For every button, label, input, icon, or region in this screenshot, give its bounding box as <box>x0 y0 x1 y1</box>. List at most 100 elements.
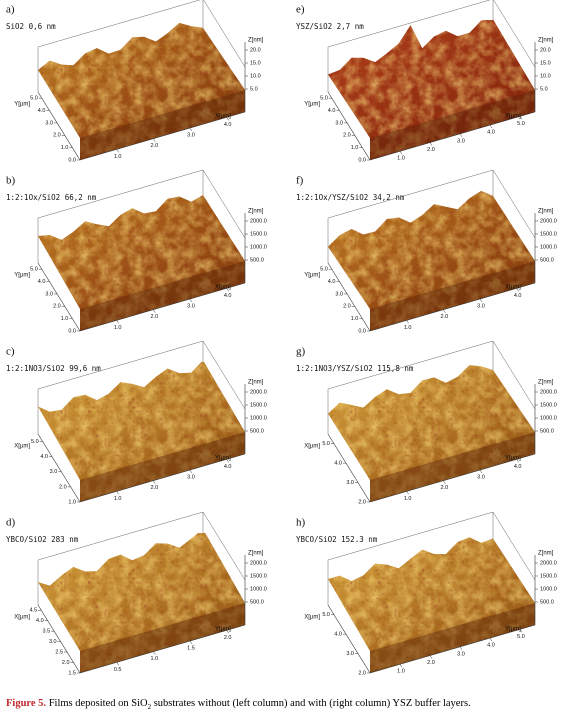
tick-mark <box>189 298 193 303</box>
surface-texture <box>38 22 245 161</box>
base-tick-label: 1.5 <box>187 645 195 651</box>
z-tick-label: 1000.0 <box>250 415 267 421</box>
tick-mark <box>479 298 483 303</box>
surface-front <box>80 261 245 331</box>
base-tick-label: 4.0 <box>487 130 495 136</box>
side-axis-label: X[µm] <box>304 444 320 450</box>
z-axis-label: Z[nm] <box>248 551 264 557</box>
panel-letter: b) <box>6 175 16 187</box>
side-tick-label: 4.0 <box>328 108 336 114</box>
side-axis-label: Y[µm] <box>304 273 320 279</box>
surface-front <box>370 261 535 331</box>
base-axis-label: Y[µm] <box>215 627 231 633</box>
tick-mark <box>479 469 483 474</box>
z-tick-label: 2000.0 <box>250 218 267 224</box>
z-axis-label: Z[nm] <box>248 380 264 386</box>
tick-mark <box>516 288 519 292</box>
surface-texture <box>38 194 245 332</box>
axis-line <box>79 624 246 674</box>
side-tick-label: 2.0 <box>358 670 366 676</box>
side-tick-label: 2.5 <box>55 650 63 656</box>
base-tick-label: 3.0 <box>187 303 195 309</box>
panel-title: YBCO/SiO2 283 nm <box>6 535 79 544</box>
side-tick-label: 1.0 <box>61 145 69 151</box>
base-tick-label: 2.0 <box>151 143 159 149</box>
z-tick-label: 2000.0 <box>540 389 557 395</box>
side-tick-label: 2.0 <box>62 660 70 666</box>
side-tick-label: 0.0 <box>358 157 366 163</box>
tick-mark <box>459 133 463 137</box>
box-edge <box>492 169 536 239</box>
tick-mark <box>443 309 446 313</box>
axis-line <box>79 111 246 161</box>
tick-mark <box>116 491 119 495</box>
tick-mark <box>519 116 523 120</box>
tick-mark <box>226 630 229 634</box>
tick-mark <box>153 138 156 142</box>
side-tick-label: 5.0 <box>30 96 38 102</box>
panel-letter: c) <box>6 346 15 358</box>
z-tick-label: 10.0 <box>540 73 551 79</box>
tick-mark <box>153 480 156 484</box>
base-tick-label: 2.0 <box>151 314 159 320</box>
base-axis-label: Y[µm] <box>505 456 521 462</box>
panel: g) 1:2:1NO3/YSZ/SiO2 115,8 nm 1.0 2.0 3.0 4.0… <box>296 340 557 505</box>
side-tick-label: 3.0 <box>346 480 354 486</box>
axis-line <box>327 91 371 161</box>
z-tick-label: 20.0 <box>250 47 261 53</box>
base-tick-label: 3.0 <box>457 651 465 657</box>
base-tick-label: 2.0 <box>441 314 449 320</box>
tick-mark <box>153 309 156 313</box>
base-tick-label: 4.0 <box>224 122 232 128</box>
tick-mark <box>399 664 403 668</box>
tick-mark <box>226 117 229 121</box>
box-edge <box>493 0 536 68</box>
side-tick-label: 2.0 <box>343 304 351 310</box>
surface-texture <box>328 365 535 502</box>
tick-mark <box>116 320 119 324</box>
z-tick-label: 20.0 <box>540 47 551 53</box>
z-tick-label: 1500.0 <box>250 573 267 579</box>
tick-mark <box>516 459 519 463</box>
base-tick-label: 1.0 <box>397 669 405 675</box>
axis-line <box>37 433 81 503</box>
axis-line <box>369 624 536 674</box>
base-axis-label: X[µm] <box>505 285 521 291</box>
z-tick-label: 2000.0 <box>540 560 557 566</box>
z-tick-label: 1500.0 <box>540 573 557 579</box>
side-tick-label: 3.0 <box>45 120 53 126</box>
box-edge <box>37 169 204 263</box>
box-edge <box>203 0 246 68</box>
side-tick-label: 3.0 <box>335 120 343 126</box>
base-tick-label: 2.0 <box>441 485 449 491</box>
z-tick-label: 5.0 <box>250 86 258 92</box>
axis-line <box>37 262 81 332</box>
side-tick-label: 5.0 <box>31 439 39 445</box>
axis-line <box>327 604 371 674</box>
base-tick-label: 3.0 <box>477 474 485 480</box>
panel-title: 1:2:1Ox/SiO2 66,2 nm <box>6 193 97 202</box>
tick-mark <box>406 491 409 495</box>
tick-mark <box>226 288 229 292</box>
caption-subscript: 2 <box>147 703 152 712</box>
panel-letter: g) <box>296 346 306 358</box>
base-axis-label: X[µm] <box>215 285 231 291</box>
side-tick-label: 4.0 <box>334 461 342 467</box>
side-tick-label: 0.0 <box>358 328 366 334</box>
panel: a)SiO2 0,6 nm1.02.03.04.0X[µm]0.01.02.03… <box>6 0 264 163</box>
base-tick-label: 5.0 <box>517 121 525 127</box>
side-tick-label: 5.0 <box>320 267 328 273</box>
base-tick-label: 4.0 <box>224 293 232 299</box>
side-tick-label: 3.0 <box>50 469 58 475</box>
side-tick-label: 1.0 <box>61 316 69 322</box>
panel: d) YBCO/SiO2 283 nm 0.5 1.0 1.5 2.0 Y[µm] 1.5 2.… <box>6 511 267 676</box>
box-edge <box>327 511 494 605</box>
afm-surface <box>38 533 245 673</box>
side-tick-label: 1.0 <box>68 499 76 505</box>
panel-title: 1:2:1Ox/YSZ/SiO2 34,2 nm <box>296 193 405 202</box>
box-edge <box>327 340 494 434</box>
side-tick-label: 5.0 <box>322 441 330 447</box>
tick-mark <box>189 640 193 645</box>
side-axis-label: Y[µm] <box>14 273 30 279</box>
surface-front <box>370 90 535 160</box>
